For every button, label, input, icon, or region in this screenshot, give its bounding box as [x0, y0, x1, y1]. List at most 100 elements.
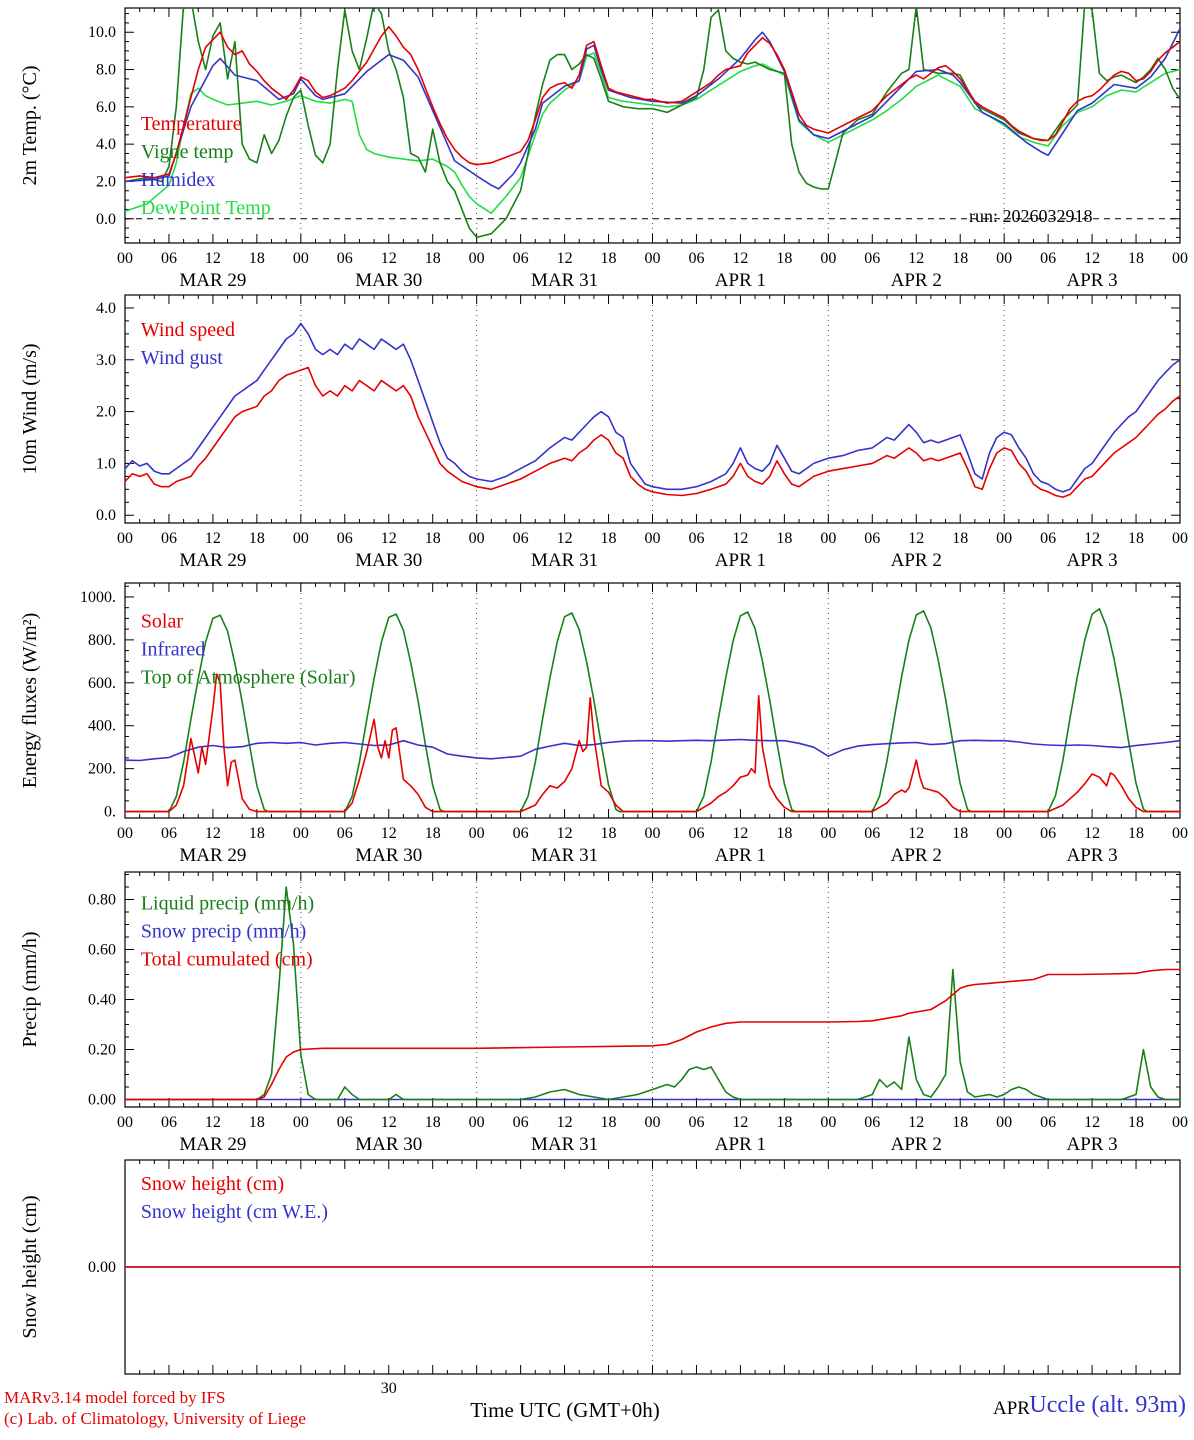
- y-tick-label: 2.0: [96, 173, 116, 190]
- x-tick-label: 12: [557, 250, 573, 267]
- legend-temperature-2: Humidex: [141, 169, 215, 191]
- panel-precip: 00 06 12 18 00 06 12 18 00 06 12 18 00 06 12 18 00 06 12 18…: [19, 871, 1188, 1155]
- x-tick-label: 12: [381, 1114, 397, 1131]
- x-tick-label: 18: [776, 530, 792, 547]
- series-solar: [125, 673, 1180, 813]
- x-tick-label: 18: [601, 825, 617, 842]
- legend-temperature-3: DewPoint Temp: [141, 197, 271, 219]
- x-tick-label: 12: [732, 825, 748, 842]
- x-tick-label: 18: [776, 1114, 792, 1131]
- x-tick-label: 00: [996, 825, 1012, 842]
- y-tick-label: 600.: [88, 675, 116, 692]
- y-tick-label: 200.: [88, 761, 116, 778]
- x-tick-label: 00: [469, 530, 485, 547]
- legend-snow-0: Snow height (cm): [141, 1173, 284, 1195]
- x-tick-label: 12: [557, 530, 573, 547]
- day-label: APR 2: [891, 1134, 942, 1155]
- x-tick-label: 00: [293, 250, 309, 267]
- series-wind-speed: [125, 366, 1180, 498]
- x-tick-label: 06: [1040, 1114, 1056, 1131]
- x-tick-label: 18: [952, 1114, 968, 1131]
- x-tick-label: 18: [249, 530, 265, 547]
- x-tick-label: 12: [205, 250, 221, 267]
- day-label: APR 2: [891, 550, 942, 571]
- x-extra-label: 30: [381, 1380, 397, 1397]
- y-tick-label: 0.: [104, 804, 116, 821]
- x-tick-label: 06: [864, 250, 880, 267]
- x-tick-label: 00: [645, 1114, 661, 1131]
- x-tick-label: 00: [645, 825, 661, 842]
- y-axis-label: 10m Wind (m/s): [19, 343, 41, 474]
- day-label: APR 2: [891, 270, 942, 291]
- day-label: MAR 31: [531, 845, 598, 866]
- y-tick-label: 3.0: [96, 352, 116, 369]
- y-tick-label: 400.: [88, 718, 116, 735]
- x-tick-label: 18: [425, 250, 441, 267]
- x-tick-label: 18: [425, 825, 441, 842]
- x-tick-label: 06: [161, 250, 177, 267]
- x-tick-label: 12: [557, 1114, 573, 1131]
- x-tick-label: 18: [952, 250, 968, 267]
- x-tick-label: 18: [601, 1114, 617, 1131]
- panel-border: [124, 582, 1181, 819]
- day-label: APR 1: [715, 845, 766, 866]
- x-tick-label: 00: [1172, 250, 1188, 267]
- x-tick-label: 12: [908, 1114, 924, 1131]
- x-tick-label: 00: [820, 250, 836, 267]
- x-tick-label: 12: [205, 1114, 221, 1131]
- x-tick-label: 12: [381, 530, 397, 547]
- y-tick-label: 0.0: [96, 507, 116, 524]
- x-tick-label: 00: [293, 530, 309, 547]
- x-tick-label: 18: [776, 825, 792, 842]
- x-tick-label: 00: [820, 1114, 836, 1131]
- y-tick-label: 0.00: [88, 1259, 116, 1276]
- x-tick-label: 06: [864, 1114, 880, 1131]
- y-axis-label: Energy fluxes (W/m²): [19, 613, 41, 789]
- x-tick-label: 06: [1040, 825, 1056, 842]
- day-label: MAR 30: [355, 1134, 422, 1155]
- series-top-of-atmosphere-solar: [125, 607, 1180, 813]
- day-label: MAR 29: [179, 845, 246, 866]
- x-tick-label: 06: [1040, 250, 1056, 267]
- x-tick-label: 06: [688, 250, 704, 267]
- day-label: APR 2: [891, 845, 942, 866]
- day-label: MAR 29: [179, 1134, 246, 1155]
- x-tick-label: 06: [513, 1114, 529, 1131]
- day-label: MAR 29: [179, 550, 246, 571]
- x-tick-label: 12: [732, 530, 748, 547]
- y-tick-label: 1.0: [96, 455, 116, 472]
- day-label: APR 3: [1066, 1134, 1117, 1155]
- model-credit-line: MARv3.14 model forced by IFS: [4, 1388, 226, 1407]
- x-tick-label: 00: [996, 250, 1012, 267]
- day-label: MAR 31: [531, 1134, 598, 1155]
- y-tick-label: 0.80: [88, 892, 116, 909]
- run-annotation: run: 2026032918: [969, 206, 1093, 226]
- x-tick-label: 18: [1128, 825, 1144, 842]
- x-tick-label: 18: [249, 250, 265, 267]
- series-liquid-precip: [125, 886, 1180, 1101]
- panel-border: [124, 871, 1181, 1108]
- lab-credit-line: (c) Lab. of Climatology, University of L…: [4, 1409, 306, 1428]
- series-vigne-temp: [125, 8, 1180, 239]
- x-tick-label: 00: [117, 250, 133, 267]
- legend-precip-2: Total cumulated (cm): [141, 949, 313, 971]
- x-tick-label: 12: [205, 530, 221, 547]
- x-tick-label: 06: [864, 825, 880, 842]
- day-label: APR 3: [1066, 550, 1117, 571]
- x-tick-label: 06: [337, 530, 353, 547]
- x-tick-label: 00: [645, 530, 661, 547]
- series-wind-gust: [125, 322, 1180, 493]
- x-axis-title: Time UTC (GMT+0h): [470, 1398, 660, 1422]
- y-tick-label: 10.0: [88, 24, 116, 41]
- x-tick-label: 06: [513, 250, 529, 267]
- x-tick-label: 06: [688, 1114, 704, 1131]
- series-total-cumulated: [125, 968, 1180, 1101]
- panel-border: [124, 294, 1181, 524]
- x-tick-label: 06: [337, 1114, 353, 1131]
- x-tick-label: 18: [425, 530, 441, 547]
- series-temperature: [125, 25, 1180, 179]
- x-tick-label: 00: [469, 250, 485, 267]
- x-tick-label: 00: [117, 530, 133, 547]
- x-tick-label: 00: [1172, 530, 1188, 547]
